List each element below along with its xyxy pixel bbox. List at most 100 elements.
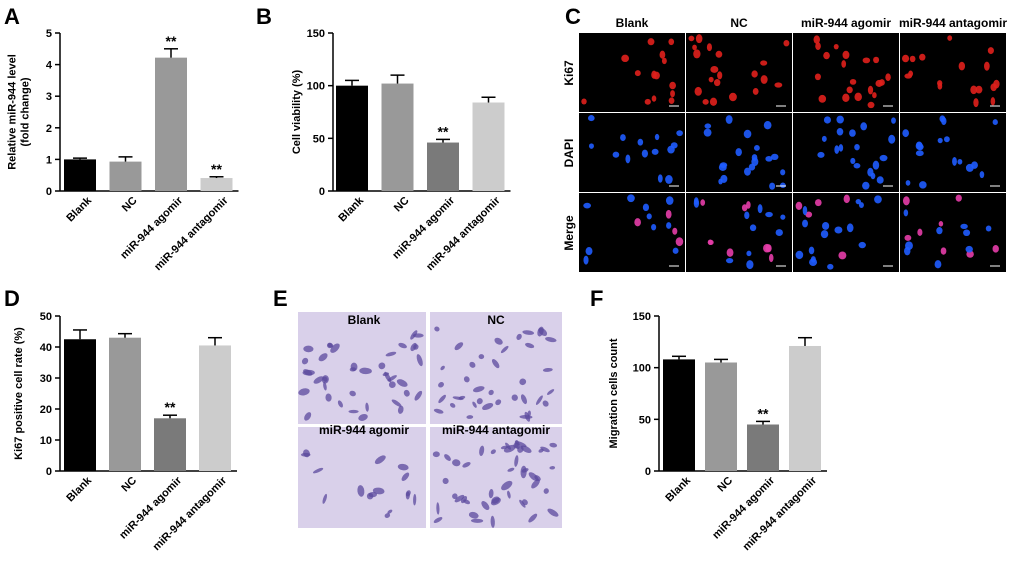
panel-letter-c: C (565, 4, 581, 29)
chart-panel-d: 0 10 20 30 40 50 Ki67 positive cell rate (%) Bl… (13, 311, 237, 553)
nucleus (621, 54, 630, 63)
nucleus (741, 204, 748, 212)
migrated-cell (511, 394, 518, 401)
nucleus (704, 123, 712, 129)
migrated-cell (463, 499, 471, 505)
migrated-cell (507, 490, 511, 499)
nucleus (841, 60, 847, 68)
migrated-cell (391, 399, 402, 407)
nucleus (707, 239, 714, 246)
chart-f-bar-1 (705, 362, 737, 471)
chart-b-y-tick-label: 150 (307, 28, 325, 40)
nucleus (780, 182, 786, 189)
migrated-cell (481, 501, 490, 510)
nucleus (888, 134, 896, 144)
nucleus (873, 56, 880, 64)
transwell-label-antagomir: miR-944 antagomir (442, 423, 550, 437)
nucleus (891, 117, 896, 124)
chart-d-significance-2: ** (165, 399, 176, 415)
nucleus (703, 128, 712, 137)
nucleus (647, 38, 655, 46)
chart-a-y-axis-title: Relative miR-944 level (7, 54, 19, 170)
migrated-cell (507, 467, 515, 472)
nucleus (587, 115, 595, 122)
nucleus (970, 85, 978, 95)
migrated-cell (397, 463, 409, 471)
nucleus (706, 43, 712, 52)
nucleus (934, 260, 942, 269)
migrated-cell (472, 401, 477, 408)
nucleus (765, 155, 773, 162)
chart-f-bar-0 (663, 359, 695, 471)
migrated-cell (547, 508, 559, 517)
migrated-cell (372, 487, 385, 495)
migrated-cell (349, 390, 356, 397)
chart-d-bar-1 (109, 337, 141, 471)
nucleus (973, 98, 979, 108)
if-row-label-dapi: DAPI (562, 139, 576, 168)
if-column-header-antagomir: miR-944 antagomir (899, 16, 1007, 30)
migrated-cell (500, 445, 508, 450)
nucleus (729, 92, 737, 102)
migrated-cell (365, 402, 369, 412)
chart-d-category-label-1: NC (119, 475, 139, 495)
nucleus (836, 115, 844, 124)
if-column-header-blank: Blank (616, 16, 649, 30)
immunofluorescence-grid: Blank NC miR-944 agomir miR-944 antagomi… (562, 16, 1007, 272)
chart-a-significance-2: ** (166, 33, 177, 49)
migrated-cell (348, 409, 359, 414)
chart-b-y-tick-label: 0 (319, 186, 325, 198)
migrated-cell (470, 518, 484, 523)
migrated-cell (374, 455, 386, 465)
nucleus (838, 251, 847, 260)
chart-f-significance-2: ** (758, 405, 769, 421)
nucleus (802, 219, 809, 228)
chart-b-significance-2: ** (438, 123, 449, 139)
nucleus (665, 209, 672, 219)
nucleus (713, 79, 721, 87)
nucleus (854, 92, 862, 102)
migrated-cell (501, 480, 513, 491)
migrated-cell (491, 358, 500, 369)
migrated-cell (413, 344, 419, 350)
nucleus (763, 120, 772, 130)
nucleus (581, 98, 587, 105)
chart-d-y-tick-label: 30 (40, 373, 52, 385)
chart-b-bar-0 (336, 85, 368, 191)
nucleus (668, 38, 675, 46)
migrated-cell (519, 378, 527, 386)
migrated-cell (385, 351, 397, 357)
transwell-label-agomir: miR-944 agomir (319, 423, 409, 437)
chart-a-y-tick-label: 5 (46, 28, 52, 40)
nucleus (836, 128, 844, 136)
nucleus (625, 154, 631, 164)
transwell-image-grid: Blank NC miR-944 agomir miR-944 antagomi… (298, 312, 562, 528)
nucleus (802, 205, 808, 216)
nucleus (938, 221, 944, 227)
nucleus (965, 245, 973, 253)
migrated-cell (387, 509, 393, 514)
nucleus (990, 97, 996, 106)
chart-b-y-tick-label: 50 (313, 133, 325, 145)
nucleus (917, 228, 923, 236)
nucleus (915, 150, 924, 157)
migrated-cell (538, 327, 548, 336)
nucleus (846, 86, 853, 94)
migrated-cell (525, 342, 535, 349)
nucleus (858, 202, 864, 209)
panel-letter-f: F (590, 286, 603, 311)
nucleus (709, 97, 718, 106)
nucleus (947, 35, 953, 41)
migrated-cell (303, 345, 314, 353)
migrated-cell (505, 442, 511, 450)
if-column-header-nc: NC (730, 16, 748, 30)
migrated-cell (438, 382, 444, 388)
chart-f-y-tick-label: 0 (645, 466, 651, 478)
nucleus (823, 116, 831, 124)
nucleus (905, 180, 911, 186)
migrated-cell (397, 405, 404, 414)
nucleus (993, 79, 1000, 89)
migrated-cell (405, 491, 410, 500)
nucleus (585, 247, 593, 256)
